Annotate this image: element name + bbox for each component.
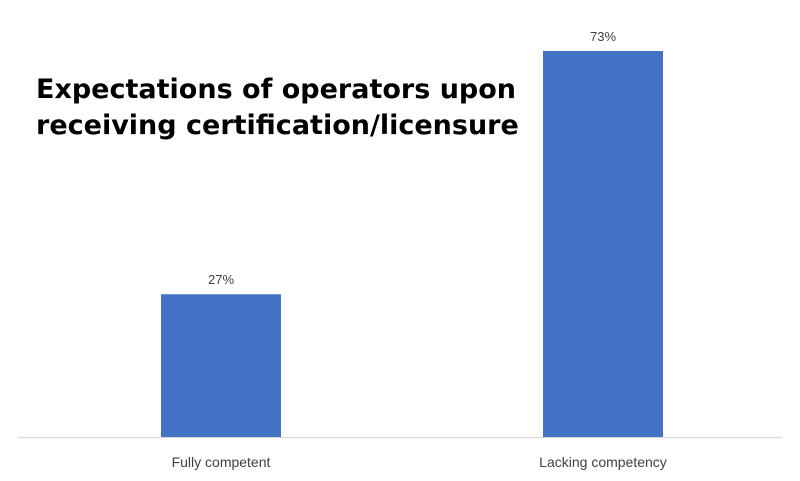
bar-1	[161, 294, 281, 437]
x-tick-label-2: Lacking competency	[539, 454, 667, 470]
bar-2	[543, 51, 663, 437]
chart-title-line-1: Expectations of operators upon	[36, 74, 517, 105]
data-label-1: 27%	[208, 272, 234, 287]
chart-title-line-2: receiving certification/licensure	[36, 110, 519, 141]
chart-title: Expectations of operators upon receiving…	[36, 72, 536, 144]
x-tick-label-1: Fully competent	[172, 454, 271, 470]
data-label-2: 73%	[590, 29, 616, 44]
